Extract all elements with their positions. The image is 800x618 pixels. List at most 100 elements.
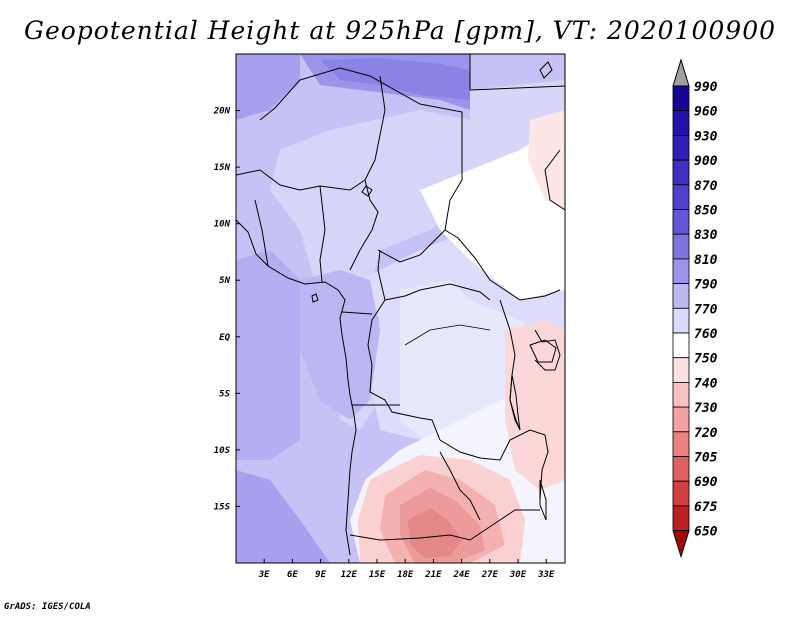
y-tick-label: 10S — [214, 446, 231, 456]
contour-720 — [408, 508, 462, 558]
colorbar-box — [672, 85, 690, 112]
x-tick-label: 27E — [481, 570, 499, 580]
contour-750b — [505, 320, 565, 490]
border-1 — [236, 169, 379, 271]
map-frame — [235, 53, 566, 564]
chart-title: Geopotential Height at 925hPa [gpm], VT:… — [23, 16, 777, 45]
red-sea-coast — [539, 61, 553, 79]
contour-830-atl — [236, 250, 300, 460]
contour-750 — [528, 110, 565, 210]
y-tick-label: 10N — [214, 220, 231, 230]
colorbar-box — [672, 184, 690, 210]
colorbar-label: 830 — [694, 228, 718, 243]
x-tick-label: 30E — [509, 570, 527, 580]
colorbar: 990 960 930 900 870 850 830 810 790 770 760 750 740 7… — [672, 58, 718, 559]
colorbar-box — [672, 209, 690, 235]
height-field — [236, 54, 565, 563]
colorbar-label: 720 — [694, 426, 718, 441]
colorbar-label: 990 — [694, 80, 718, 95]
border-17 — [534, 329, 561, 371]
colorbar-box — [672, 406, 690, 433]
contour-850-atl — [236, 470, 330, 563]
border-10 — [367, 299, 441, 441]
colorbar-label: 850 — [694, 204, 718, 219]
y-tick-label: EQ — [219, 333, 230, 343]
colorbar-box — [672, 258, 690, 284]
x-tick-label: 33E — [537, 570, 555, 580]
border-6 — [469, 85, 565, 91]
colorbar-label: 705 — [694, 451, 718, 466]
colorbar-box — [672, 480, 690, 507]
colorbar-box — [672, 431, 690, 457]
colorbar-box — [672, 134, 690, 161]
colorbar-label: 930 — [694, 129, 718, 144]
colorbar-bottom-arrow — [672, 530, 690, 559]
lake-tanganyika — [509, 374, 521, 431]
y-tick-label: 5N — [219, 276, 230, 286]
colorbar-label: 790 — [694, 278, 718, 293]
x-tick-label: 12E — [341, 570, 358, 580]
contour-810-gulf — [300, 270, 380, 420]
grads-credit: GrADS: IGES/COLA — [4, 602, 91, 612]
y-tick-label: 5S — [219, 389, 230, 399]
colorbar-box — [672, 110, 690, 136]
colorbar-label: 900 — [694, 154, 718, 169]
y-tick-label: 20N — [213, 107, 231, 117]
y-axis: 20N 15N 10N 5N EQ 5S 10S 15S — [213, 107, 240, 512]
river-congo — [404, 324, 491, 346]
lake-malawi — [539, 479, 547, 521]
colorbar-label: 810 — [694, 253, 718, 268]
colorbar-label: 960 — [694, 105, 718, 120]
contour-830 — [236, 54, 300, 120]
colorbar-box — [672, 505, 690, 531]
y-tick-label: 15S — [214, 502, 231, 512]
x-axis: 3E 6E 9E 12E 15E 18E 21E 24E 27E 30E 33E — [258, 559, 555, 580]
border-4 — [259, 79, 301, 121]
colorbar-box — [672, 332, 690, 359]
lake-chad — [361, 185, 373, 197]
colorbar-box — [672, 233, 690, 260]
colorbar-box — [672, 159, 690, 186]
colorbar-top-arrow — [672, 58, 690, 87]
border-8 — [377, 229, 446, 263]
border-2 — [299, 67, 463, 231]
border-20 — [319, 185, 326, 283]
border-3 — [364, 75, 386, 181]
contour-760b — [420, 120, 565, 300]
bioko — [311, 293, 319, 303]
colorbar-label: 740 — [694, 376, 718, 391]
colorbar-label: 690 — [694, 475, 718, 490]
y-tick-label: 15N — [214, 163, 231, 173]
x-tick-label: 24E — [452, 570, 470, 580]
border-14 — [349, 509, 540, 541]
border-9 — [377, 249, 491, 301]
colorbar-box — [672, 357, 690, 383]
colorbar-box — [672, 283, 690, 309]
x-tick-label: 3E — [258, 570, 270, 580]
border-15 — [439, 451, 481, 521]
colorbar-label: 650 — [694, 525, 718, 540]
border-7 — [444, 229, 561, 301]
lake-victoria — [529, 339, 557, 363]
colorbar-label: 770 — [694, 302, 718, 317]
coastlines-borders — [236, 54, 565, 556]
colorbar-label: 870 — [694, 179, 718, 194]
colorbar-box — [672, 307, 690, 334]
border-13 — [439, 429, 549, 501]
x-tick-label: 18E — [397, 570, 414, 580]
x-tick-label: 21E — [424, 570, 442, 580]
x-tick-label: 9E — [315, 570, 326, 580]
colorbar-label: 760 — [694, 327, 718, 342]
border-19 — [254, 199, 269, 267]
colorbar-box — [672, 381, 690, 408]
border-11 — [341, 311, 373, 315]
colorbar-label: 675 — [694, 500, 718, 515]
border-18 — [544, 149, 565, 211]
x-tick-label: 15E — [369, 570, 386, 580]
colorbar-label: 750 — [694, 352, 718, 367]
contour-850 — [320, 58, 470, 100]
colorbar-box — [672, 456, 690, 482]
colorbar-label: 730 — [694, 401, 718, 416]
coastline-west — [236, 219, 357, 556]
